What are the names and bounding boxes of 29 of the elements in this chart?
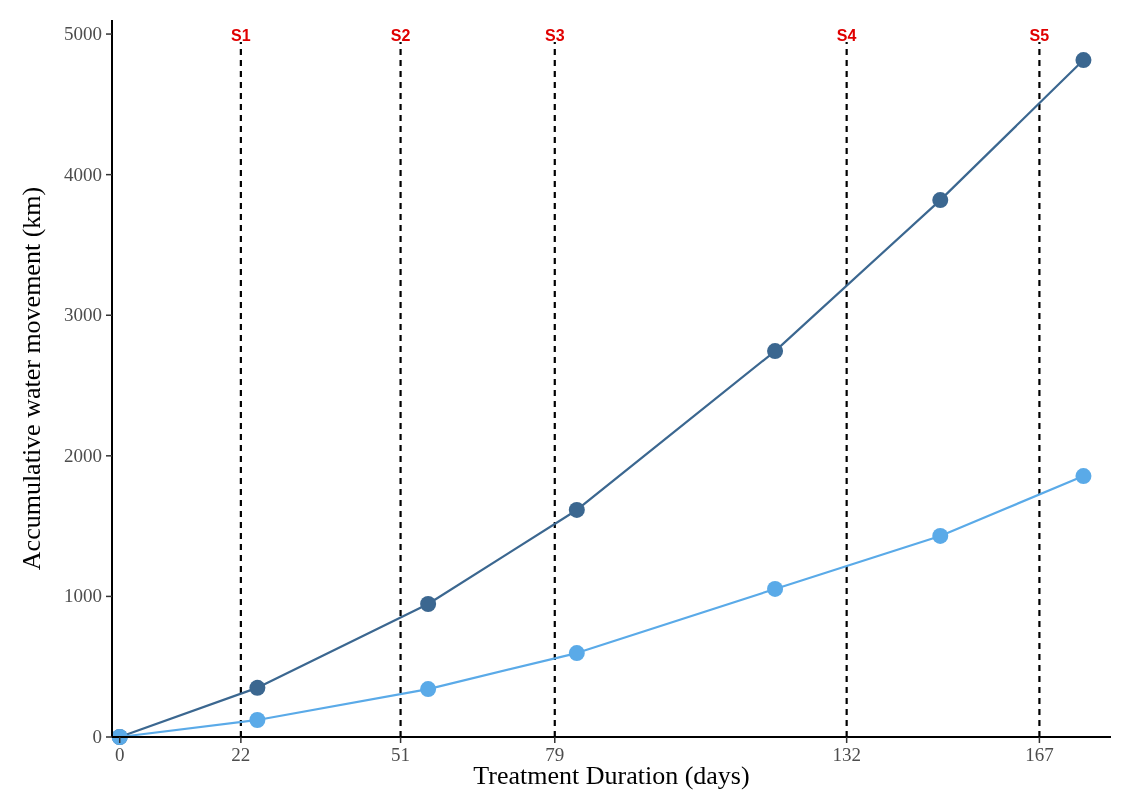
ref-line-label: S5 — [1029, 27, 1050, 44]
point — [932, 192, 949, 209]
y-tick-label: 1000 — [64, 585, 102, 607]
ref-line-label: S3 — [544, 27, 565, 44]
point — [568, 501, 585, 518]
point — [1075, 52, 1092, 69]
point — [568, 645, 585, 662]
point — [249, 711, 266, 728]
ref-line-label: S2 — [390, 27, 411, 44]
ref-line-label: S4 — [836, 27, 857, 44]
point — [249, 679, 266, 696]
ref-line-label: S1 — [231, 27, 251, 44]
point — [420, 681, 437, 698]
y-tick-label: 2000 — [64, 444, 102, 466]
point — [420, 596, 437, 612]
x-tick-label: 132 — [832, 744, 861, 765]
x-tick-label: 22 — [231, 744, 251, 765]
y-tick-label: 5000 — [64, 23, 102, 45]
y-axis-title: Accumulative water movement (km) — [17, 186, 46, 571]
point — [767, 580, 784, 597]
y-tick-label: 4000 — [64, 163, 102, 185]
point — [767, 343, 784, 360]
y-tick-label: 3000 — [64, 304, 102, 326]
x-tick-label: 51 — [391, 744, 411, 765]
x-tick-label: 0 — [114, 744, 125, 765]
x-tick-label: 167 — [1025, 744, 1054, 765]
y-tick-label: 0 — [92, 726, 102, 747]
point — [932, 527, 949, 544]
point — [1075, 468, 1092, 485]
